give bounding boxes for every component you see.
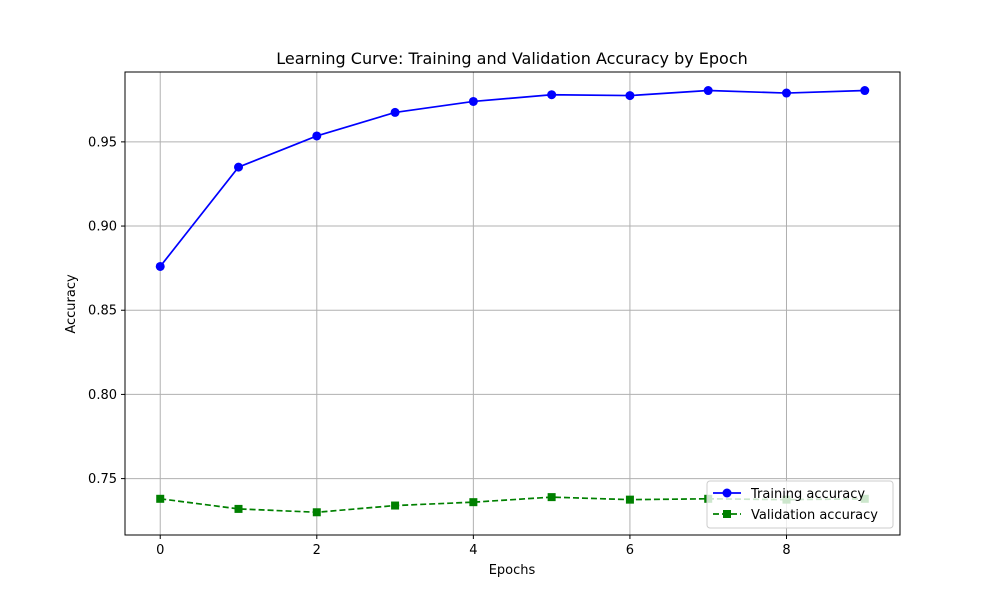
- series-line: [159, 89, 865, 267]
- y-tick-label: 0.85: [88, 304, 117, 319]
- data-point: [312, 131, 322, 141]
- data-point: [625, 91, 635, 101]
- legend-marker: [723, 510, 731, 518]
- data-point: [860, 86, 870, 96]
- data-point: [547, 493, 556, 502]
- legend-label: Validation accuracy: [751, 508, 878, 523]
- plot-frame: [124, 71, 901, 536]
- y-axis-ticks: 0.75 0.80 0.85 0.90 0.95: [88, 135, 125, 487]
- y-tick-label: 0.80: [88, 388, 117, 403]
- legend-label: Training accuracy: [750, 487, 865, 502]
- data-point: [625, 495, 634, 504]
- data-point: [390, 107, 400, 117]
- data-point: [469, 498, 478, 507]
- legend-box: [706, 480, 894, 529]
- x-axis-label: Epochs: [489, 563, 536, 578]
- data-point: [155, 261, 165, 271]
- series-training: [155, 86, 870, 271]
- data-point: [234, 504, 243, 513]
- legend-marker: [722, 488, 732, 498]
- data-point: [391, 501, 400, 510]
- y-tick-label: 0.95: [88, 135, 117, 150]
- grid-lines: [125, 72, 900, 535]
- y-axis-label: Accuracy: [64, 274, 79, 334]
- y-tick-label: 0.75: [88, 472, 117, 487]
- y-tick-label: 0.90: [88, 220, 117, 235]
- x-tick-label: 6: [626, 543, 634, 558]
- x-axis-ticks: 0 2 4 6 8: [156, 535, 791, 558]
- data-point: [468, 96, 478, 106]
- x-tick-label: 0: [156, 543, 164, 558]
- data-point: [234, 162, 244, 172]
- x-tick-label: 8: [782, 543, 790, 558]
- x-tick-label: 4: [469, 543, 477, 558]
- chart-title: Learning Curve: Training and Validation …: [276, 49, 748, 68]
- data-point: [312, 508, 321, 517]
- data-point: [547, 90, 557, 100]
- data-point: [781, 88, 791, 98]
- x-tick-label: 2: [313, 543, 321, 558]
- legend: Training accuracy Validation accuracy: [706, 480, 894, 529]
- data-point: [156, 494, 165, 503]
- data-point: [703, 86, 713, 96]
